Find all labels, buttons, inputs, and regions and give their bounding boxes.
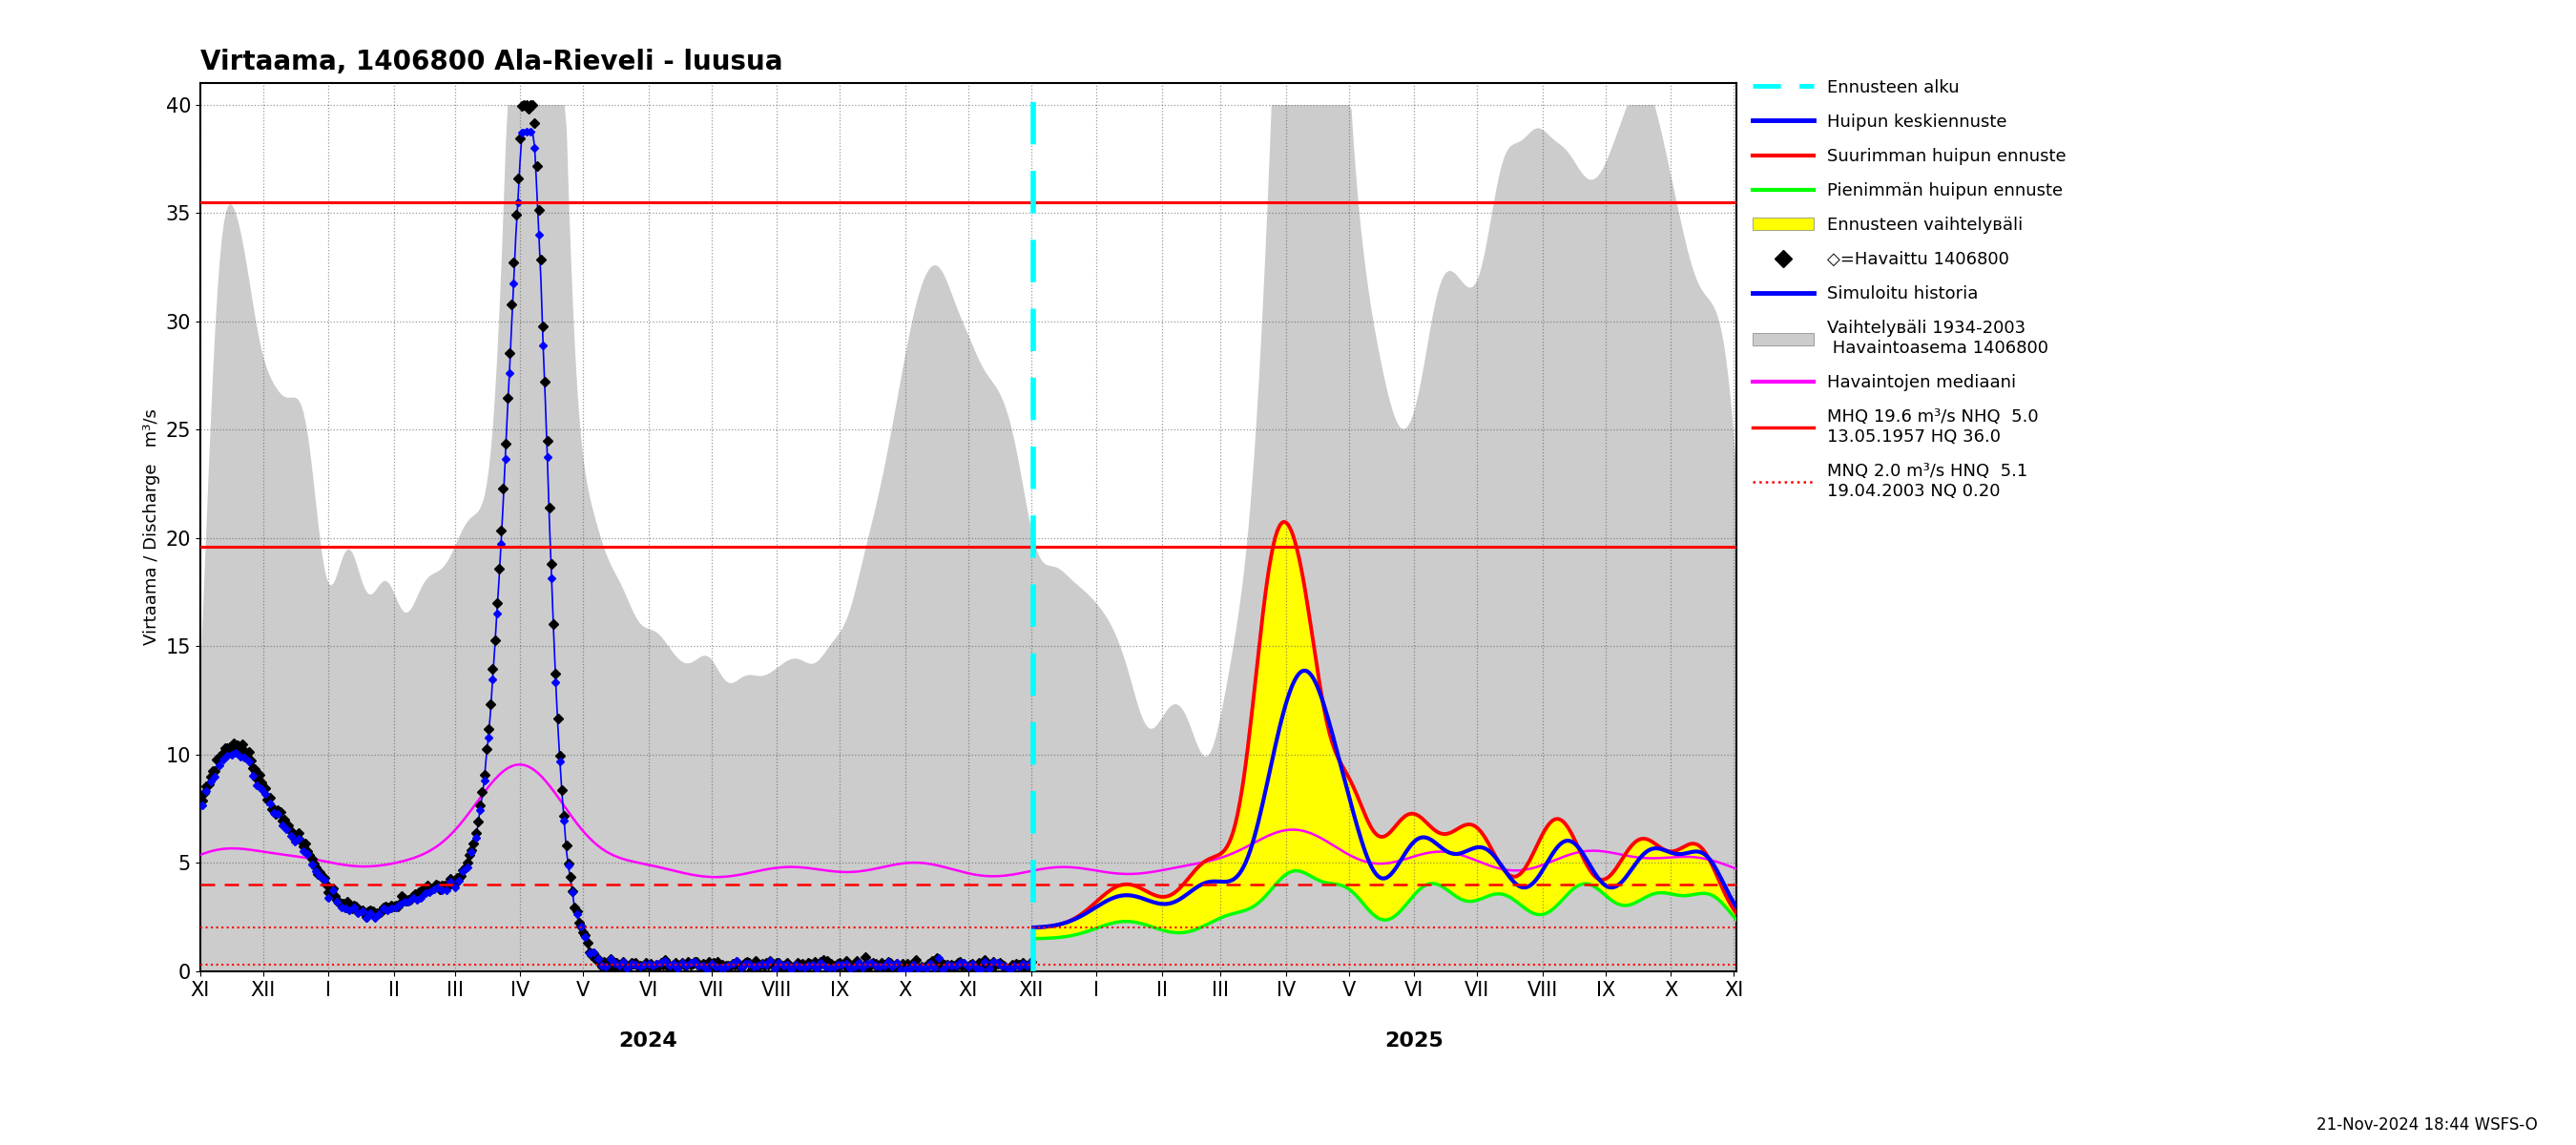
Text: Virtaama, 1406800 Ala-Rieveli - luusua: Virtaama, 1406800 Ala-Rieveli - luusua	[201, 48, 783, 76]
Text: 21-Nov-2024 18:44 WSFS-O: 21-Nov-2024 18:44 WSFS-O	[2316, 1116, 2537, 1134]
Legend: Ennusteen alku, Huipun keskiennuste, Suurimman huipun ennuste, Pienimmän huipun : Ennusteen alku, Huipun keskiennuste, Suu…	[1747, 73, 2071, 505]
Text: 2024: 2024	[618, 1032, 677, 1051]
Y-axis label: Virtaama / Discharge   m³/s: Virtaama / Discharge m³/s	[144, 409, 160, 646]
Text: 2025: 2025	[1386, 1032, 1443, 1051]
